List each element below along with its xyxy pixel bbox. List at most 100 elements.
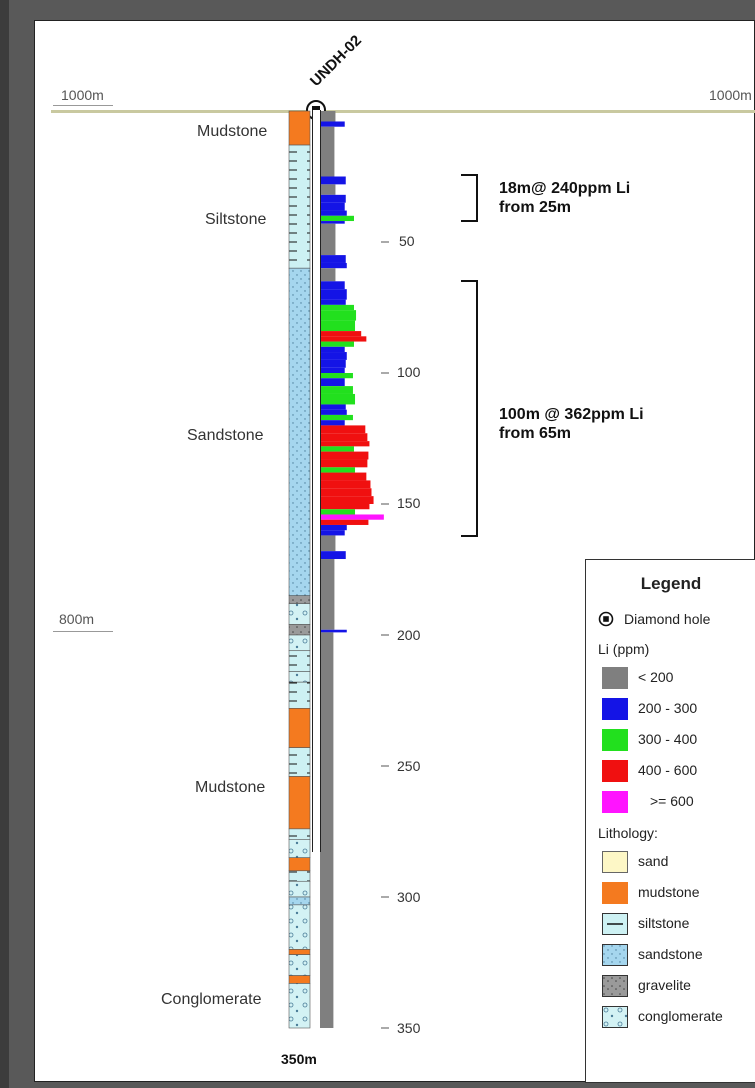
lithology-interval-mudstone xyxy=(288,857,311,872)
lithology-interval-mudstone xyxy=(288,110,311,146)
interval-1-grade: 18m@ 240ppm Li xyxy=(499,180,631,197)
li-assay-bar xyxy=(320,202,345,211)
li-assay-bar xyxy=(320,504,370,510)
li-assay-bar xyxy=(320,420,345,426)
legend-li-swatch-lt200 xyxy=(602,667,628,689)
li-assay-bar xyxy=(320,441,370,447)
li-assay-bar xyxy=(320,268,336,282)
legend-box: Legend Diamond hole Li (ppm) < 200 200 -… xyxy=(585,559,755,1083)
interval-bracket-1 xyxy=(461,174,478,222)
elevation-1000-right: 1000m xyxy=(709,87,752,103)
li-assay-bar xyxy=(320,281,345,290)
li-assay-bar xyxy=(320,194,346,203)
end-depth-label: 350m xyxy=(281,1051,317,1067)
li-assay-bar xyxy=(320,480,371,489)
li-assay-bar xyxy=(320,210,347,216)
lithology-interval-sandstone xyxy=(288,267,311,596)
legend-li-swatch-gte600 xyxy=(602,791,628,813)
li-assay-bar xyxy=(320,184,336,195)
li-assay-bar xyxy=(320,215,354,222)
li-assay-bar xyxy=(320,262,347,269)
li-assay-bar xyxy=(320,393,356,405)
li-assay-bar xyxy=(320,289,347,300)
lithology-interval-siltstone xyxy=(288,650,311,672)
li-assay-bar xyxy=(320,373,353,379)
legend-lith-label-sandstone: sandstone xyxy=(638,946,703,962)
legend-title: Legend xyxy=(640,574,702,593)
legend-lith-swatch-mudstone xyxy=(602,882,628,904)
legend-li-label-lt200: < 200 xyxy=(638,669,674,685)
li-assay-bar xyxy=(320,336,367,342)
legend-li-swatch-400-600 xyxy=(602,760,628,782)
li-assay-bar xyxy=(320,629,347,633)
lithology-interval-conglomerate xyxy=(288,954,311,976)
interval-brackets xyxy=(461,174,478,537)
lithology-interval-siltstone xyxy=(288,144,311,269)
interval-bracket-2 xyxy=(461,280,478,537)
depth-label-350: 350 xyxy=(397,1020,421,1036)
legend-lith-swatch-siltstone xyxy=(602,913,628,935)
elevation-1000-left-tick xyxy=(53,105,113,106)
li-assay-bar xyxy=(320,425,366,434)
li-assay-bar xyxy=(320,126,335,177)
lithology-interval-siltstone xyxy=(288,870,311,882)
li-assay-bar xyxy=(320,352,347,360)
li-assay-bar xyxy=(320,404,346,410)
lithology-interval-gravelite xyxy=(288,595,311,604)
li-assay-bar xyxy=(320,320,356,332)
legend-li-label-200-300: 200 - 300 xyxy=(638,700,698,716)
drill-log-panel: 1000m 1000m 800m UNDH-02 xyxy=(34,20,755,1083)
label-sandstone: Sandstone xyxy=(187,427,264,444)
lithology-interval-gravelite xyxy=(288,624,311,636)
interval-2-from: from 65m xyxy=(499,425,572,442)
li-assay-bar xyxy=(320,310,357,321)
legend-li-label-300-400: 300 - 400 xyxy=(638,731,698,747)
li-assay-bar xyxy=(320,176,346,185)
li-assay-bar xyxy=(320,467,356,473)
lithology-interval-siltstone xyxy=(288,681,311,709)
li-assay-bar xyxy=(320,386,353,394)
li-assay-bar xyxy=(320,341,354,347)
li-assay-bar xyxy=(320,496,374,504)
li-assay-bar xyxy=(320,519,369,525)
depth-label-250: 250 xyxy=(397,758,421,774)
label-mudstone-bottom: Mudstone xyxy=(195,779,266,796)
depth-label-100: 100 xyxy=(397,364,421,380)
legend-li-swatch-200-300 xyxy=(602,698,628,720)
li-assay-bar xyxy=(320,378,345,387)
li-assay-bar xyxy=(320,367,345,373)
lithology-column xyxy=(288,110,311,1029)
lithology-interval-sandstone xyxy=(288,896,311,906)
depth-label-150: 150 xyxy=(397,495,421,511)
li-assay-bar xyxy=(320,535,336,552)
li-assay-bar xyxy=(320,299,346,305)
li-assay-bar xyxy=(320,451,369,460)
li-assay-histogram xyxy=(320,111,384,1028)
li-assay-bar xyxy=(320,559,335,630)
legend-li-label-gte600: >= 600 xyxy=(650,793,694,809)
li-assay-bar xyxy=(320,346,345,353)
lithology-interval-conglomerate xyxy=(288,634,311,652)
legend-hole-label: Diamond hole xyxy=(624,611,711,627)
legend-lith-swatch-gravelite xyxy=(602,975,628,997)
li-assay-bar xyxy=(320,223,336,256)
li-assay-bar xyxy=(320,459,368,468)
li-assay-bar xyxy=(320,433,368,442)
lithology-interval-conglomerate xyxy=(288,983,311,1029)
li-assay-bar xyxy=(320,632,334,1028)
left-border-bar xyxy=(0,0,9,1088)
legend-li-label-400-600: 400 - 600 xyxy=(638,762,698,778)
legend-diamond-hole-icon xyxy=(598,611,614,627)
li-assay-bar xyxy=(320,472,367,481)
li-assay-bar xyxy=(320,524,347,531)
depth-label-50: 50 xyxy=(399,233,415,249)
li-assay-bar xyxy=(320,409,347,415)
legend-li-header: Li (ppm) xyxy=(598,641,650,657)
drill-log-svg xyxy=(288,110,389,1029)
li-assay-bar xyxy=(320,221,345,224)
lithology-interval-conglomerate xyxy=(288,904,311,950)
legend-lith-label-mudstone: mudstone xyxy=(638,884,700,900)
lithology-interval-siltstone xyxy=(288,747,311,777)
depth-label-300: 300 xyxy=(397,889,421,905)
label-siltstone: Siltstone xyxy=(205,211,267,228)
